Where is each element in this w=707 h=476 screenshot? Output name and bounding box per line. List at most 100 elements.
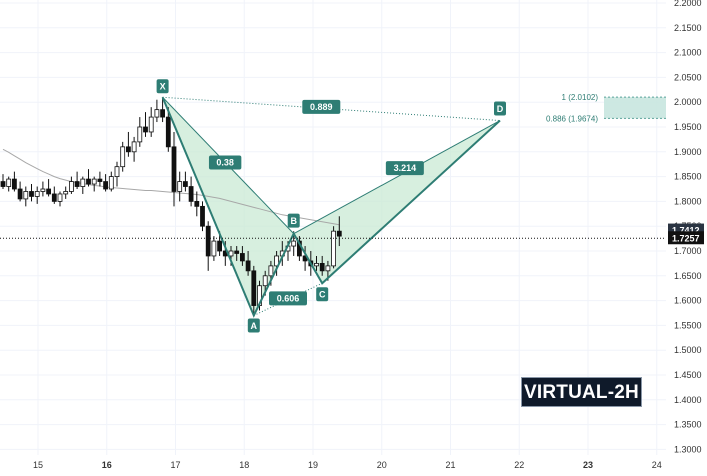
y-tick-label: 1.6500 (674, 271, 702, 281)
candle-body (205, 225, 211, 257)
candle-body (74, 181, 80, 187)
candle-body (114, 166, 120, 177)
candles (0, 97, 342, 316)
candle-body (200, 205, 205, 227)
candle-body (29, 191, 34, 197)
y-tick-label: 2.1000 (674, 48, 702, 58)
y-tick-label: 1.4000 (674, 395, 702, 405)
x-tick-label: 15 (33, 460, 43, 470)
x-tick-label: 19 (308, 460, 318, 470)
candle-body (126, 146, 131, 153)
candle-body (319, 262, 325, 272)
candle-body (6, 178, 12, 187)
candle-body (80, 178, 86, 187)
ratio-label-bd: 3.214 (394, 163, 417, 173)
symbol-watermark: VIRTUAL-2H (521, 377, 642, 407)
point-a-label: A (251, 321, 258, 331)
candle-body (268, 265, 274, 277)
fib-level-label: 1 (2.0102) (562, 93, 599, 102)
candle-body (91, 178, 97, 185)
candle-body (234, 250, 240, 254)
candle-body (63, 191, 69, 195)
point-c-label: C (319, 290, 326, 300)
ratio-label-ac-box (269, 291, 307, 306)
candle-body (69, 181, 74, 192)
candle-body (11, 178, 17, 190)
x-tick-label: 24 (652, 460, 662, 470)
x-tick-label: 21 (445, 460, 455, 470)
candle-body (245, 260, 251, 272)
point-a-box (247, 318, 260, 333)
candle-body (17, 188, 23, 200)
point-b-label: B (290, 216, 297, 226)
point-x-box (156, 79, 169, 94)
harmonic-pattern: 1 (2.0102) 0.886 (1.9674) (162, 93, 666, 316)
candle-body (325, 265, 331, 272)
pattern-bd-line (293, 120, 501, 235)
point-d-label: D (497, 104, 504, 114)
candle-body (131, 141, 137, 153)
y-tick-label: 1.6000 (674, 296, 702, 306)
x-tick-label: 20 (377, 460, 387, 470)
point-d-box (494, 101, 506, 116)
candle-body (262, 275, 268, 287)
pattern-ac-dotted (253, 282, 323, 316)
candle-body (108, 176, 114, 190)
y-tick-label: 1.8000 (674, 196, 702, 206)
candle-body (143, 126, 148, 133)
candle-body (0, 181, 6, 187)
x-tick-label: 16 (102, 460, 112, 470)
x-tick-label: 22 (514, 460, 524, 470)
candle-body (217, 240, 223, 252)
ratio-label-xb-box (208, 155, 242, 170)
ratio-label-ac: 0.606 (277, 293, 300, 303)
x-tick-label: 23 (583, 460, 593, 470)
x-axis: 15 16 17 18 19 20 21 22 23 24 (33, 460, 662, 470)
y-tick-label: 1.9000 (674, 147, 702, 157)
candle-body (57, 193, 63, 202)
candle-body (97, 178, 103, 182)
candle-body (228, 250, 234, 257)
candle-body (188, 186, 194, 202)
y-tick-label: 1.4500 (674, 370, 702, 380)
y-tick-label: 2.0500 (674, 72, 702, 82)
pattern-fill-xab (162, 97, 294, 316)
candle-body (336, 230, 342, 237)
x-tick-label: 17 (170, 460, 180, 470)
candle-body (314, 262, 319, 267)
y-tick-label: 2.0000 (674, 97, 702, 107)
last-price-tag: 1.7412 (672, 226, 700, 236)
candle-body (165, 116, 171, 148)
y-tick-label: 1.9500 (674, 122, 702, 132)
candle-body (148, 116, 154, 133)
current-price-tag: 1.7257 (672, 233, 700, 243)
pattern-fill-bcd (293, 120, 500, 284)
fib-zone-box (604, 97, 666, 119)
candle-body (291, 240, 297, 247)
candle-body (160, 109, 166, 118)
ratio-label-xd: 0.889 (310, 102, 333, 112)
y-tick-label: 2.1500 (674, 23, 702, 33)
moving-average-line (2, 148, 340, 226)
y-tick-label: 1.8500 (674, 172, 702, 182)
candle-body (251, 270, 257, 306)
candle-body (23, 191, 29, 200)
candle-body (51, 193, 57, 202)
y-tick-label: 1.3500 (674, 420, 702, 430)
y-tick-label: 1.5000 (674, 345, 702, 355)
ratio-label-xb: 0.38 (216, 157, 234, 167)
candle-body (120, 146, 126, 168)
candle-body (177, 181, 183, 192)
candle-body (331, 230, 337, 267)
x-tick-label: 18 (239, 460, 249, 470)
current-price-tag-box (668, 231, 704, 245)
ratio-label-xd-box (302, 99, 341, 114)
pattern-overlay: 0.38 0.606 3.214 0.889 X A B C D (0, 79, 666, 333)
fib-level-label: 0.886 (1.9674) (546, 114, 598, 123)
point-b-box (287, 213, 300, 228)
candle-body (154, 109, 160, 118)
y-tick-label: 1.7000 (674, 246, 702, 256)
candle-body (46, 188, 51, 195)
